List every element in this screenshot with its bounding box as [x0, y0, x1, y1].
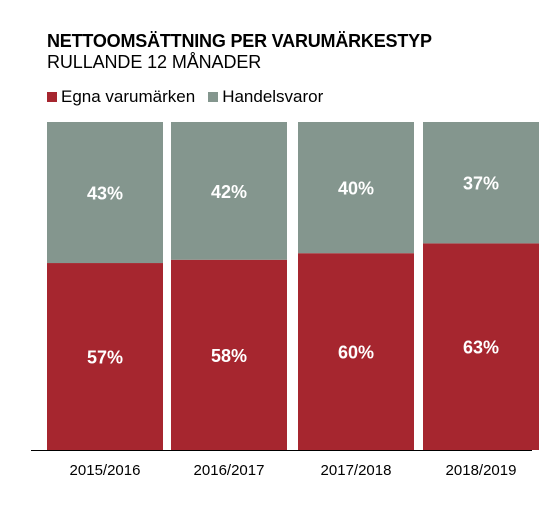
- x-tick-label-2015-2016: 2015/2016: [70, 462, 141, 479]
- chart-subtitle: RULLANDE 12 MÅNADER: [47, 52, 262, 72]
- bar-handelsvaror-2015-2016: [47, 122, 163, 264]
- legend-item-egna-varumarken: Egna varumärken: [47, 87, 195, 107]
- legend-label-egna-varumarken: Egna varumärken: [61, 87, 196, 106]
- bar-egna-varumarken-2018-2019: [423, 243, 539, 450]
- legend-swatch-handelsvaror: [208, 92, 219, 102]
- data-label-egna-varumarken-2018-2019: 63%: [463, 338, 499, 358]
- bar-handelsvaror-2017-2018: [298, 122, 414, 254]
- bar-handelsvaror-2018-2019: [423, 122, 539, 244]
- data-label-handelsvaror-2017-2018: 40%: [338, 179, 374, 199]
- data-label-egna-varumarken-2016-2017: 58%: [211, 346, 247, 366]
- x-tick-label-2017-2018: 2017/2018: [321, 462, 392, 479]
- chart-title: NETTOOMSÄTTNING PER VARUMÄRKESTYP: [47, 31, 432, 51]
- data-label-egna-varumarken-2017-2018: 60%: [338, 343, 374, 363]
- bar-egna-varumarken-2017-2018: [298, 253, 414, 450]
- data-label-handelsvaror-2015-2016: 43%: [87, 184, 123, 204]
- data-label-egna-varumarken-2015-2016: 57%: [87, 348, 123, 368]
- chart-legend: Egna varumärken Handelsvaror: [47, 87, 336, 107]
- data-label-handelsvaror-2016-2017: 42%: [211, 182, 247, 202]
- bar-egna-varumarken-2015-2016: [47, 263, 163, 450]
- bar-egna-varumarken-2016-2017: [171, 259, 287, 450]
- bar-handelsvaror-2016-2017: [171, 122, 287, 260]
- legend-swatch-egna-varumarken: [47, 92, 57, 102]
- data-label-handelsvaror-2018-2019: 37%: [463, 174, 499, 194]
- legend-item-handelsvaror: Handelsvaror: [208, 87, 323, 107]
- x-tick-label-2016-2017: 2016/2017: [194, 462, 265, 479]
- x-tick-label-2018-2019: 2018/2019: [446, 462, 517, 479]
- legend-label-handelsvaror: Handelsvaror: [222, 87, 324, 106]
